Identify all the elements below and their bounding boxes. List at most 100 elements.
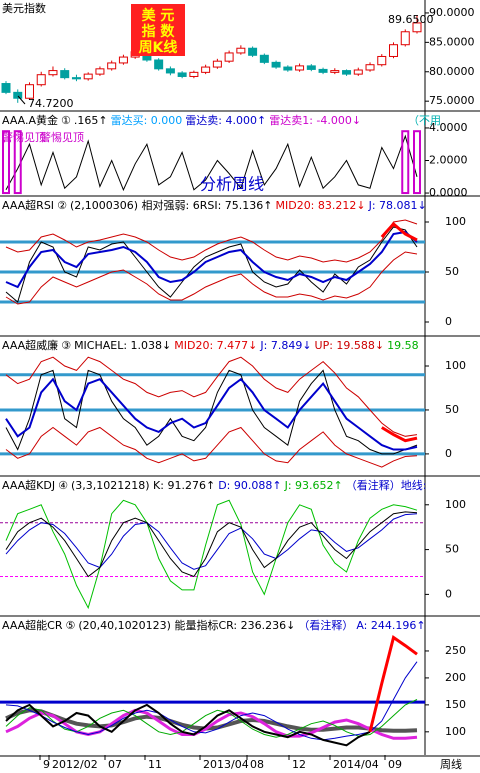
series-line [5,708,418,740]
candle-body [330,70,340,73]
series-line [368,635,418,733]
x-tick-label: 2012/02 [52,758,98,771]
x-tick-label: 09 [388,758,402,771]
candle-body [377,55,387,66]
candle-body [95,68,105,75]
y-tick-label: 0.0000 [429,186,468,199]
y-tick-label: 0 [445,447,452,460]
signal-bar [401,130,410,195]
box-text: 指 数 [142,23,176,40]
y-tick-label: 75.0000 [429,94,475,107]
candle-body [353,69,363,75]
x-tick-label: 11 [148,758,162,771]
series-line [5,511,418,578]
legend-text: ⑤ [66,619,76,632]
candle-body [318,68,328,73]
candle-body [400,31,410,46]
candle-body [306,65,316,70]
candle-body [177,72,187,77]
candle-body [60,70,70,79]
candle-body [201,66,211,73]
legend-text: （看注释） [298,618,353,632]
legend-text: AAA超能CR [2,618,63,632]
legend-text: UP: 19.588↓ [315,339,385,352]
x-unit: 周线 [440,757,462,771]
annotation: 警惕见顶 [40,130,84,144]
title-box [131,4,185,56]
box-text: 美 元 [142,7,175,24]
candle-body [1,83,11,93]
legend-text: .165↑ [74,114,108,127]
x-tick-label: 07 [108,758,122,771]
legend-text: J: 78.081↓ [368,199,427,212]
candle-body [283,66,293,71]
candle-body [83,73,93,80]
candle-body [248,47,258,56]
series-line [5,226,418,303]
legend-text: J: 93.652↑ [284,479,343,492]
y-tick-label: 4.0000 [429,121,468,134]
y-tick-label: 50 [445,543,459,556]
legend-text: AAA超RSI [2,198,54,212]
candle-body [389,44,399,57]
series-line [380,221,418,242]
series-line [5,708,418,733]
candle-body [107,62,117,70]
box-text: 周K线 [139,39,178,56]
signal-bar [2,130,10,195]
legend-text: MICHAEL: 1.038↓ [74,339,171,352]
series-line [5,377,418,451]
legend-text: (20,40,1020123) 能量指标CR: 236.236↓ [78,618,295,632]
legend-text: MID20: 83.212↓ [275,199,365,212]
legend-text: MID20: 7.477↓ [174,339,257,352]
legend-text: AAA超KDJ [2,478,55,492]
legend-text: 雷达买: 0.000 [111,114,183,127]
legend-text: （看注释）地线: [346,478,427,492]
candle-body [24,84,34,99]
x-tick-label: 9 [43,758,50,771]
legend-text: ② [57,199,67,212]
candle-body [165,68,175,74]
series-line [5,230,418,289]
y-tick-label: 50 [445,265,459,278]
series-line [5,369,418,455]
y-tick-label: 2.0000 [429,153,468,166]
legend-text: ③ [61,339,71,352]
annotation: 警惕见顶 [2,130,46,144]
signal-bar [413,130,421,195]
x-tick-label: 08 [250,758,264,771]
legend-text: 雷达卖1: -4.000↓ [269,114,361,127]
high-annotation: 89.6500 [388,13,434,26]
candle-body [36,74,46,86]
candle-body [342,70,352,75]
y-tick-label: 150 [445,698,466,711]
chart-title: 美元指数 [2,1,46,15]
series-line [5,426,418,468]
candle-body [259,54,269,63]
series-line [5,251,418,305]
legend-text: (2,1000306) 相对强弱: 6RSI: 75.136↑ [70,198,273,212]
legend-text: ④ [58,479,68,492]
x-tick-label: 12 [292,758,306,771]
y-tick-label: 0 [445,587,452,600]
series-line [5,499,418,610]
y-tick-label: 50 [445,403,459,416]
y-tick-label: 90.0000 [429,6,475,19]
annotation: 分析周线 [200,175,264,194]
series-line [5,661,418,741]
series-line [5,356,418,437]
candle-body [71,77,81,80]
legend-text: AAA.A黄金 [2,113,58,127]
candle-body [189,71,199,77]
legend-text: AAA超威廉 [2,338,58,352]
candle-body [365,64,375,71]
y-tick-label: 250 [445,644,466,657]
legend-text: ① [61,114,71,127]
candle-body [236,47,246,54]
annotation: （不用 [408,114,441,127]
y-tick-label: 100 [445,215,466,228]
y-tick-label: 100 [445,359,466,372]
legend-text: A: 244.196↑ [356,619,425,632]
